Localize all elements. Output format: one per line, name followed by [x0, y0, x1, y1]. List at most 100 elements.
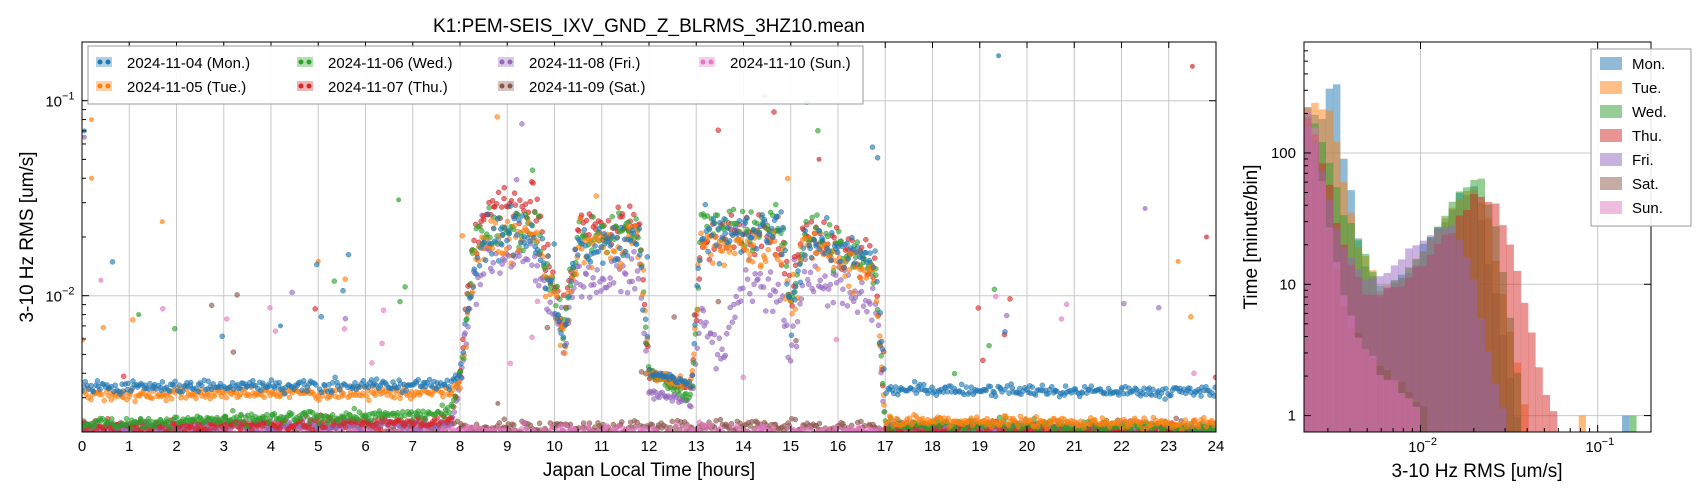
scatter-point	[715, 127, 722, 133]
scatter-point	[504, 237, 510, 244]
scatter-point	[544, 324, 551, 331]
scatter-point	[875, 426, 882, 432]
scatter-point	[674, 421, 680, 428]
scatter-point	[511, 190, 518, 196]
scatter-x-tick-label: 0	[78, 438, 86, 455]
scatter-point	[906, 415, 913, 421]
scatter-point	[534, 196, 540, 203]
scatter-point	[601, 276, 607, 283]
scatter-point	[506, 230, 512, 237]
scatter-point	[557, 423, 564, 429]
scatter-point	[223, 394, 229, 401]
scatter-point	[587, 259, 594, 265]
scatter-point	[730, 206, 737, 213]
scatter-point	[562, 429, 568, 432]
scatter-point	[603, 249, 610, 256]
scatter-point	[881, 409, 888, 415]
scatter-point	[713, 242, 719, 248]
scatter-point	[1150, 386, 1156, 393]
scatter-point	[590, 275, 596, 281]
scatter-point	[463, 344, 469, 350]
scatter-point	[669, 398, 675, 404]
scatter-point	[577, 216, 584, 222]
scatter-point	[462, 330, 468, 336]
scatter-point	[644, 333, 651, 340]
scatter-point	[873, 298, 880, 304]
scatter-point	[598, 288, 604, 294]
scatter-point	[646, 367, 653, 373]
scatter-point	[402, 284, 408, 290]
scatter-point	[168, 396, 175, 402]
scatter-point	[799, 425, 805, 431]
scatter-point	[391, 394, 398, 401]
scatter-point	[368, 417, 375, 423]
scatter-point	[839, 300, 846, 307]
scatter-point	[734, 231, 741, 237]
scatter-point	[556, 318, 563, 325]
scatter-point	[642, 324, 649, 330]
scatter-point	[219, 333, 225, 340]
scatter-point	[884, 419, 890, 425]
scatter-point	[533, 229, 540, 235]
scatter-point	[473, 301, 480, 308]
scatter-point	[313, 382, 319, 388]
scatter-point	[773, 201, 779, 208]
scatter-outlier-point	[1142, 206, 1148, 211]
scatter-point	[322, 424, 328, 431]
scatter-point	[850, 290, 856, 296]
scatter-point	[250, 377, 256, 384]
scatter-point	[711, 331, 718, 338]
scatter-point	[536, 282, 542, 289]
scatter-point	[101, 397, 108, 404]
scatter-point	[797, 301, 803, 307]
scatter-point	[490, 260, 497, 266]
scatter-x-tick-label: 15	[782, 438, 799, 455]
scatter-point	[566, 293, 572, 300]
scatter-point	[261, 394, 267, 401]
scatter-point	[130, 317, 136, 323]
scatter-point	[1198, 393, 1204, 399]
scatter-point	[747, 251, 753, 258]
scatter-point	[631, 249, 637, 255]
scatter-point	[833, 280, 840, 286]
scatter-point	[580, 284, 587, 290]
scatter-point	[615, 423, 622, 429]
scatter-point	[702, 244, 708, 251]
scatter-point	[312, 306, 318, 312]
scatter-point	[127, 425, 134, 431]
scatter-point	[495, 189, 502, 196]
scatter-point	[94, 378, 101, 384]
scatter-point	[562, 422, 569, 428]
scatter-point	[237, 385, 243, 391]
scatter-point	[377, 426, 384, 432]
scatter-point	[615, 204, 621, 211]
scatter-point	[958, 381, 965, 388]
scatter-point	[700, 307, 707, 314]
scatter-point	[999, 418, 1006, 424]
scatter-point	[696, 276, 703, 282]
scatter-point	[669, 418, 676, 425]
scatter-point	[816, 246, 822, 253]
scatter-point	[762, 258, 769, 265]
scatter-point	[438, 419, 444, 425]
scatter-point	[846, 283, 852, 289]
scatter-point	[474, 254, 481, 261]
scatter-point	[529, 167, 536, 173]
scatter-point	[911, 378, 918, 385]
scatter-point	[573, 271, 580, 278]
scatter-point	[617, 245, 623, 252]
scatter-point	[316, 397, 322, 403]
scatter-point	[696, 419, 703, 425]
scatter-point	[878, 338, 885, 345]
scatter-point	[517, 197, 523, 203]
scatter-point	[644, 254, 651, 260]
scatter-point	[160, 306, 166, 312]
scatter-x-tick-label: 3	[220, 438, 228, 455]
scatter-point	[748, 209, 754, 215]
scatter-point	[1143, 391, 1149, 398]
scatter-x-tick-label: 9	[503, 438, 511, 455]
scatter-point	[172, 325, 178, 332]
scatter-point	[472, 249, 479, 256]
scatter-point	[452, 393, 459, 400]
scatter-point	[761, 216, 768, 223]
